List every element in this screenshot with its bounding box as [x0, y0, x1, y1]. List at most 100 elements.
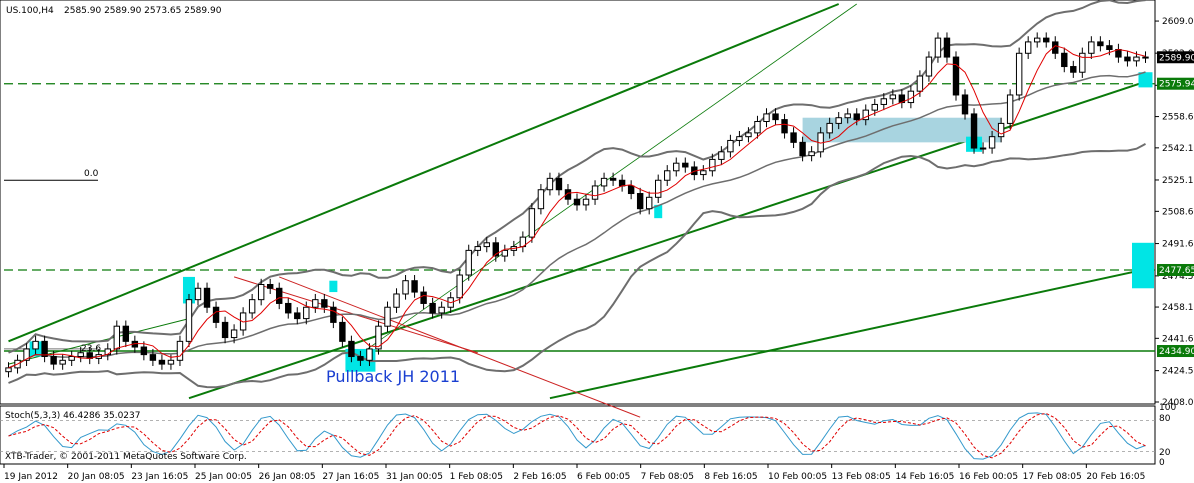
candle-body: [221, 321, 229, 339]
y-tick-label: 2558.60: [1162, 113, 1194, 123]
bollinger-lower: [8, 143, 1146, 389]
stoch-scale-80: 80: [1159, 414, 1171, 424]
candle-body: [700, 170, 707, 176]
candle-body: [573, 198, 581, 206]
candle-body: [1124, 56, 1131, 62]
x-tick-label: 19 Jan 2012: [4, 472, 58, 482]
y-tick-label: 2491.60: [1162, 240, 1194, 250]
candle-body: [862, 109, 869, 121]
level-fib-label: 23.6: [81, 344, 101, 354]
bollinger-middle: [8, 71, 1146, 369]
x-tick-label: 17 Feb 08:05: [1023, 472, 1082, 482]
candle-body: [5, 367, 12, 373]
y-tick-label: 2458.10: [1162, 303, 1194, 313]
x-tick-label: 1 Feb 08:05: [450, 472, 503, 482]
y-tick-label: 2408.00: [1162, 398, 1194, 408]
candle-body: [655, 179, 662, 198]
candle-body: [492, 242, 499, 257]
price-label-box: [1157, 77, 1194, 90]
candle-body: [140, 346, 148, 356]
y-tick-label: 2525.15: [1162, 176, 1194, 186]
bollinger-upper: [8, 0, 1146, 354]
candle-body: [528, 208, 536, 238]
x-tick-label: 26 Jan 08:05: [259, 472, 316, 482]
x-tick-label: 20 Feb 16:05: [1086, 472, 1145, 482]
candle-body: [1106, 45, 1113, 50]
candle-body: [1133, 56, 1140, 62]
candle-body: [709, 158, 716, 172]
candle-body: [664, 170, 671, 181]
highlight-box: [182, 276, 195, 304]
pullback-annotation: Pullback JH 2011: [326, 367, 460, 386]
candle-body: [772, 113, 779, 121]
x-tick-label: 31 Jan 00:05: [386, 472, 443, 482]
symbol-label: US.100,H4: [6, 6, 54, 16]
candle-body: [826, 122, 833, 134]
candle-body: [564, 189, 572, 200]
candle-body: [41, 340, 48, 358]
stoch-scale-100: 100: [1159, 403, 1176, 413]
highlight-box: [1138, 72, 1153, 88]
candle-body: [961, 94, 969, 115]
x-tick-label: 7 Feb 08:05: [641, 472, 694, 482]
candle-body: [474, 246, 481, 251]
candle-body: [600, 177, 608, 187]
candle-body: [50, 356, 57, 365]
candle-body: [194, 287, 202, 301]
candle-body: [176, 340, 184, 361]
candle-body: [618, 179, 626, 187]
candle-body: [537, 189, 545, 210]
stoch-main-line: [8, 412, 1146, 460]
candle-body: [357, 356, 364, 361]
candle-body: [627, 185, 635, 195]
candle-body: [952, 56, 960, 96]
candle-body: [230, 329, 238, 339]
candle-body: [754, 121, 761, 134]
level-zero-label: 0.0: [84, 169, 99, 179]
candle-body: [916, 75, 924, 92]
candle-body: [934, 37, 942, 58]
candle-body: [122, 325, 130, 342]
candle-body: [609, 177, 617, 181]
x-tick-label: 23 Jan 16:05: [131, 472, 188, 482]
candle-body: [384, 306, 391, 327]
moving-average-line: [8, 45, 1146, 369]
candle-body: [23, 348, 30, 361]
candle-body: [420, 291, 427, 304]
stoch-lines: [0, 412, 1155, 460]
candle-body: [59, 359, 66, 365]
copyright-label: XTB-Trader, © 2001-2011 MetaQuotes Softw…: [5, 452, 247, 462]
candle-body: [501, 249, 509, 257]
candle-body: [673, 162, 680, 172]
candle-body: [411, 280, 418, 293]
x-tick-label: 6 Feb 00:05: [577, 472, 630, 482]
price-labels: 2477.65 2434.90 2575.94 2589.90: [1157, 51, 1194, 358]
candle-body: [1070, 66, 1077, 73]
y-tick-label: 2508.60: [1162, 207, 1194, 217]
channel-bottom-line: [549, 268, 1146, 400]
candle-body: [636, 193, 644, 210]
candle-body: [727, 139, 734, 153]
price-label-box: [1157, 51, 1194, 64]
candle-body: [366, 348, 373, 361]
candle-body: [113, 325, 121, 350]
candle-body: [853, 113, 860, 121]
y-tick-label: 2542.10: [1162, 144, 1194, 154]
candle-body: [149, 354, 157, 361]
candle-body: [483, 242, 490, 248]
candle-body: [456, 274, 463, 299]
candle-body: [203, 287, 211, 308]
overlay-lines: [8, 45, 1146, 369]
candle-body: [68, 356, 75, 361]
candle-body: [1033, 37, 1041, 43]
candle-body: [158, 359, 166, 365]
y-tick-label: 2441.60: [1162, 334, 1194, 344]
x-tick-label: 20 Jan 08:05: [68, 472, 125, 482]
ohlc-label: 2585.90 2589.90 2573.65 2589.90: [64, 6, 222, 16]
candle-body: [745, 132, 752, 138]
candle-body: [285, 302, 292, 314]
candle-body: [212, 306, 220, 323]
candle-body: [1097, 41, 1104, 47]
stoch-label: Stoch(5,3,3) 46.4286 35.0237: [5, 411, 140, 421]
